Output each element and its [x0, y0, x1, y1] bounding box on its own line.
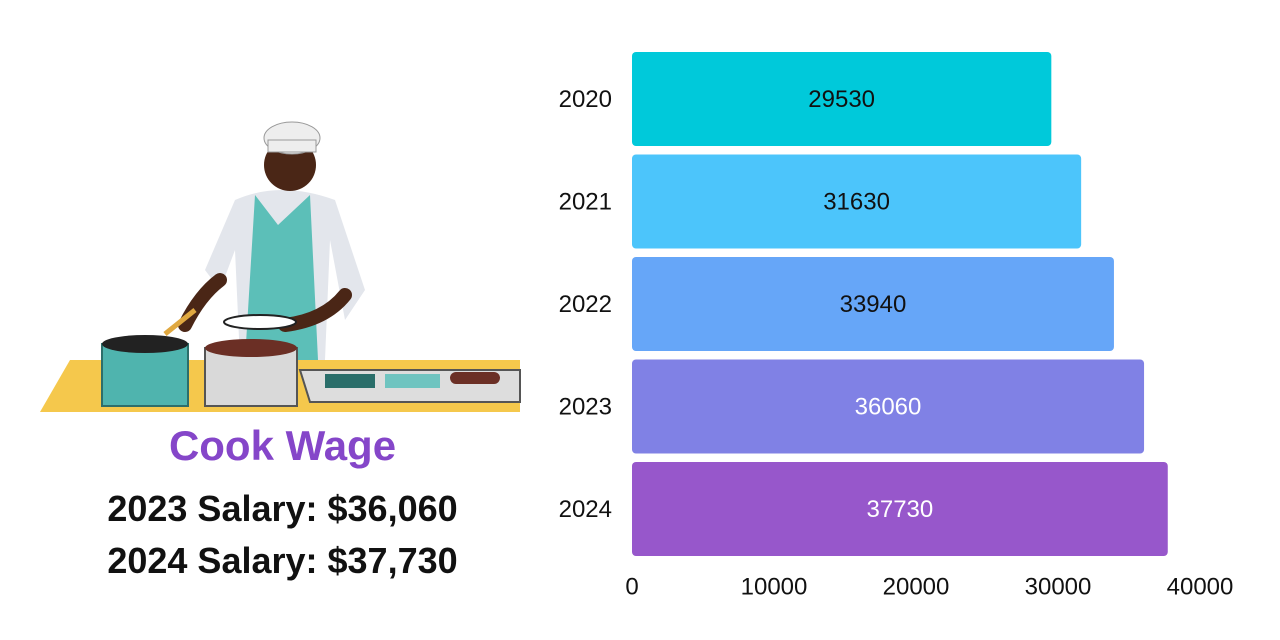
- chart-title: Cook Wage: [168, 422, 397, 469]
- data-label-2021: 31630: [823, 189, 890, 216]
- salary-2024-text: 2024 Salary: $37,730: [107, 540, 458, 581]
- category-label-2022: 2022: [559, 291, 612, 318]
- category-label-2020: 2020: [559, 86, 612, 113]
- cook-left-arm: [178, 273, 227, 332]
- bar-2023: [632, 359, 1145, 454]
- x-tick-label-20000: 20000: [883, 574, 950, 601]
- food-trays: [298, 369, 521, 403]
- cook-illustration: [40, 121, 521, 412]
- grey-pot: [204, 347, 298, 407]
- data-label-2023: 36060: [855, 394, 922, 421]
- bar-2022: [632, 257, 1114, 351]
- salary-2023-text: 2023 Salary: $36,060: [107, 488, 458, 529]
- x-tick-label-30000: 30000: [1025, 574, 1092, 601]
- bar-2020: [632, 52, 1052, 146]
- bar-2021: [632, 154, 1082, 249]
- plate: [223, 314, 297, 330]
- category-label-2021: 2021: [559, 189, 612, 216]
- data-label-2020: 29530: [808, 86, 875, 113]
- x-tick-label-0: 0: [625, 574, 638, 601]
- x-tick-label-10000: 10000: [741, 574, 808, 601]
- data-label-2024: 37730: [867, 496, 934, 523]
- category-label-2024: 2024: [559, 496, 612, 523]
- teal-pot: [101, 343, 189, 407]
- salary-bar-chart: 29530 2020 31630 2021 33940 2022 36060 2023 3773…: [559, 52, 1234, 601]
- category-label-2023: 2023: [559, 394, 612, 421]
- data-label-2022: 33940: [840, 291, 907, 318]
- bar-2024: [632, 462, 1168, 556]
- x-tick-label-40000: 40000: [1167, 574, 1234, 601]
